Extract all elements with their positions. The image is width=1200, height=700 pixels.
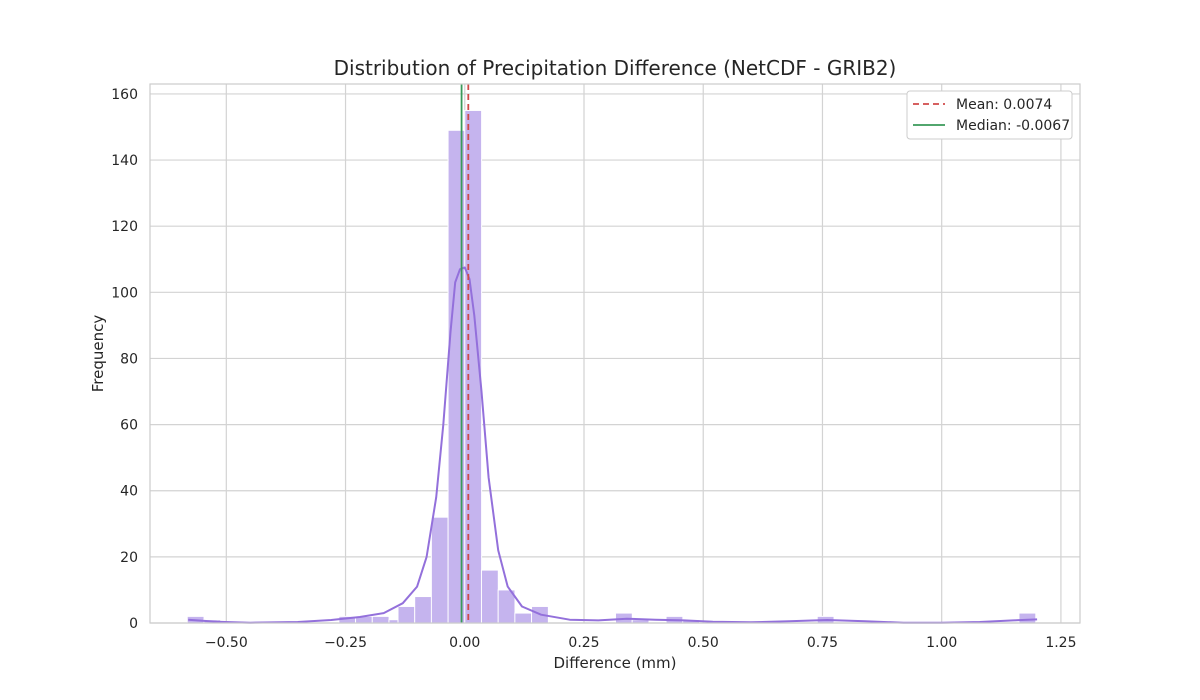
x-tick-label: −0.25 <box>324 635 367 651</box>
x-tick-label: 1.00 <box>926 635 957 651</box>
reference-lines <box>460 84 470 623</box>
y-tick-label: 80 <box>120 351 138 367</box>
x-tick-label: −0.50 <box>205 635 248 651</box>
kde-curve <box>188 266 1038 624</box>
histogram-bar <box>397 605 416 624</box>
x-axis-label: Difference (mm) <box>553 654 676 672</box>
y-tick-label: 160 <box>111 87 138 103</box>
y-axis-label: Frequency <box>89 315 107 393</box>
x-tick-label: 0.50 <box>688 635 719 651</box>
legend-mean-label: Mean: 0.0074 <box>956 97 1052 113</box>
y-tick-label: 100 <box>111 285 138 301</box>
y-tick-label: 40 <box>120 484 138 500</box>
x-axis-ticks: −0.50 −0.25 0.00 0.25 0.50 0.75 1.00 1.25 <box>205 635 1077 651</box>
histogram-bar <box>480 569 499 624</box>
chart-title: Distribution of Precipitation Difference… <box>334 56 897 80</box>
x-tick-label: 0.75 <box>807 635 838 651</box>
y-tick-label: 60 <box>120 418 138 434</box>
x-tick-label: 1.25 <box>1045 635 1076 651</box>
histogram-bar <box>430 516 449 624</box>
grid-lines <box>150 84 1080 624</box>
y-tick-label: 20 <box>120 550 138 566</box>
histogram-bar <box>1018 612 1037 624</box>
y-tick-label: 120 <box>111 219 138 235</box>
kde-curve-layer <box>188 266 1038 624</box>
legend-box <box>906 90 1073 140</box>
legend: Mean: 0.0074 Median: -0.0067 <box>906 90 1073 140</box>
x-tick-label: 0.00 <box>449 635 480 651</box>
histogram-bar <box>371 615 390 624</box>
histogram-bar <box>414 596 433 624</box>
y-tick-label: 140 <box>111 153 138 169</box>
y-tick-label: 0 <box>129 616 138 632</box>
histogram-bar <box>514 612 533 624</box>
plot-frame <box>149 83 1081 624</box>
legend-median-label: Median: -0.0067 <box>956 118 1070 134</box>
x-tick-label: 0.25 <box>568 635 599 651</box>
y-axis-ticks: 0 20 40 60 80 100 120 140 160 <box>111 87 138 632</box>
histogram-bars <box>186 109 1037 624</box>
